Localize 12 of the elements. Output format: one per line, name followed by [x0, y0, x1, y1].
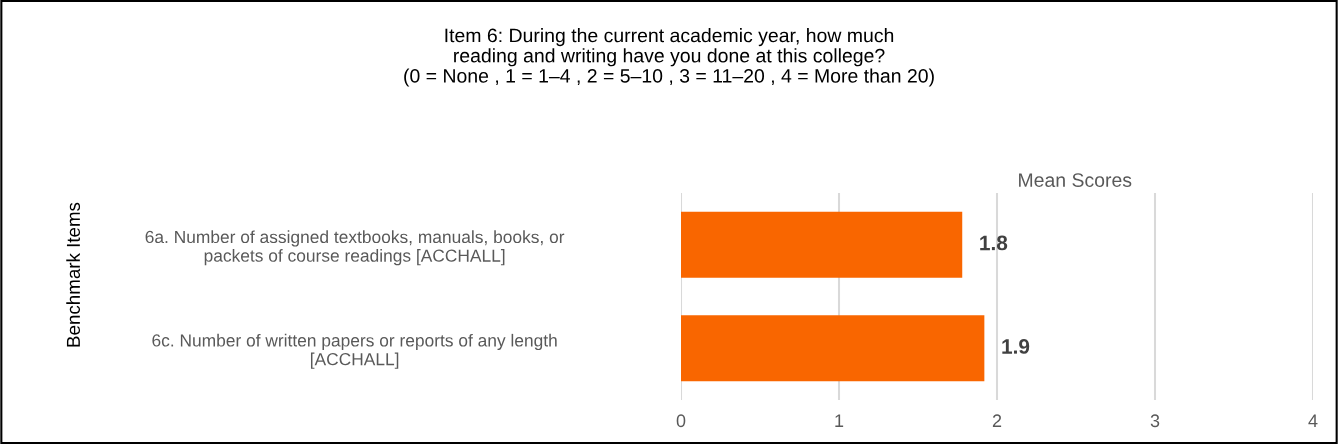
data-label: 1.8 — [980, 235, 1008, 251]
y-tick-label: 6c. Number of written papers or reports of any length [ACCHALL] — [152, 333, 557, 369]
y-tick-label: 6a. Number of assigned textbooks, manuals, books, or packets of course readings [ACCHALL] — [145, 230, 565, 266]
x-tick-label: 0 — [676, 414, 686, 428]
x-tick-label: 1 — [835, 414, 844, 427]
x-tick-label: 3 — [1150, 414, 1160, 428]
chart-title: Item 6: During the current academic year, how much reading and writing have you done at this college? (0 = None , 1 = 1–4 , 2 = 5–10 , 3 = 11–20 , 4 = More than 20) — [404, 28, 934, 87]
y-axis-title: Benchmark Items — [66, 202, 81, 347]
x-axis-title: Mean Scores — [1019, 173, 1132, 187]
data-label: 1.9 — [1002, 339, 1030, 354]
x-tick-label: 2 — [992, 414, 1002, 427]
x-tick-label: 4 — [1308, 414, 1318, 427]
